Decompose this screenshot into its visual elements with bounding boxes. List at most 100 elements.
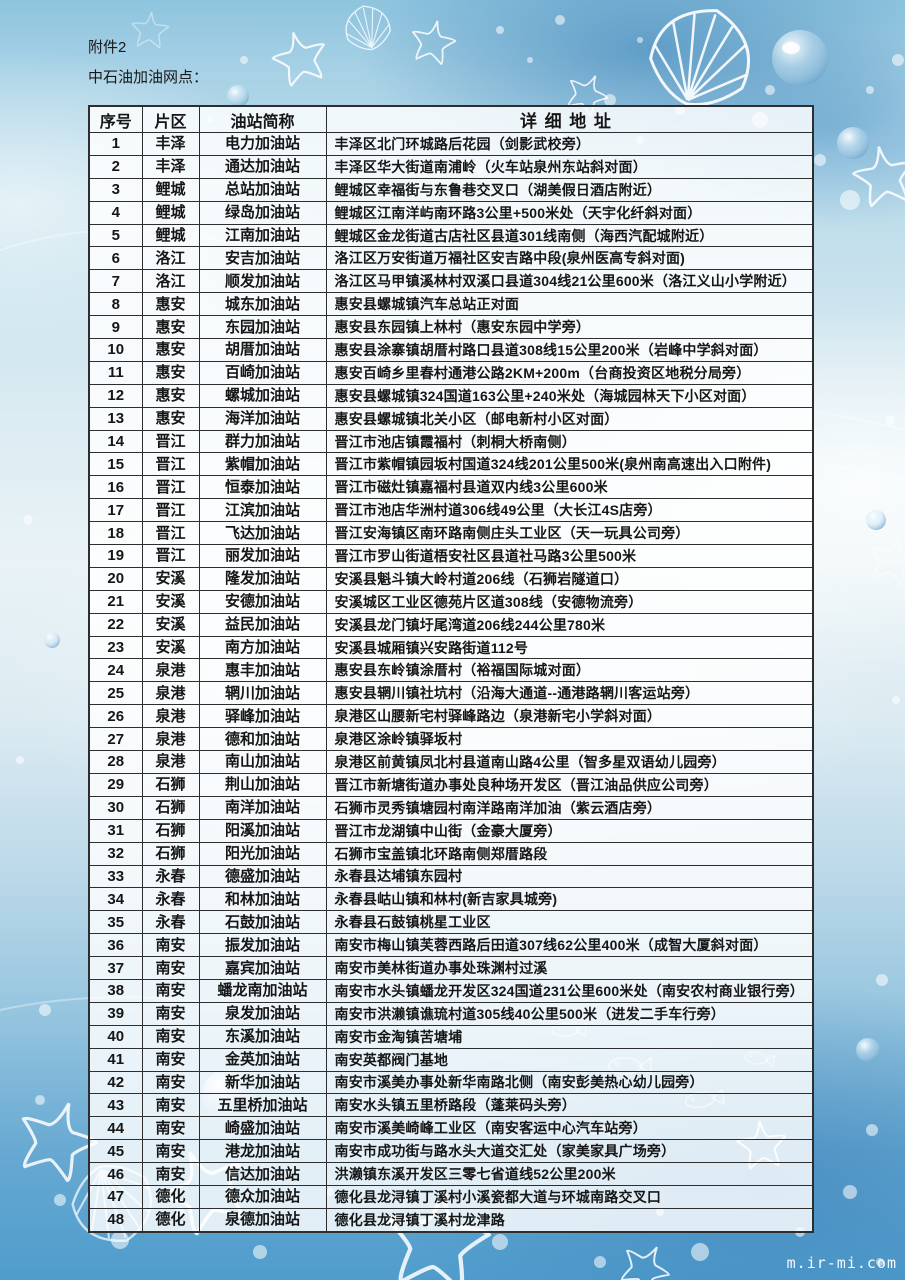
cell-address: 晋江市罗山街道梧安社区县道社马路3公里500米 — [325, 544, 814, 568]
cell-address: 晋江市池店镇霞福村（刺桐大桥南侧） — [325, 429, 814, 454]
cell-station-name: 南方加油站 — [198, 635, 327, 660]
cell-station-name: 丽发加油站 — [198, 544, 327, 568]
cell-station-name: 紫帽加油站 — [198, 452, 327, 477]
table-row: 28 泉港 南山加油站 泉港区前黄镇凤北村县道南山路4公里（智多星双语幼儿园旁） — [88, 750, 814, 774]
cell-district: 晋江 — [141, 498, 200, 523]
cell-no: 40 — [88, 1024, 143, 1049]
cell-station-name: 石鼓加油站 — [198, 910, 327, 935]
cell-address: 惠安县东岭镇涂厝村（裕福国际城对面） — [325, 658, 814, 683]
cell-address: 鲤城区江南洋屿南环路3公里+500米处（天宇化纤斜对面） — [325, 200, 814, 225]
cell-address: 德化县龙浔镇丁溪村小溪瓷都大道与环城南路交叉口 — [325, 1184, 814, 1209]
cell-district: 南安 — [141, 1139, 200, 1164]
cell-no: 10 — [88, 338, 143, 362]
cell-address: 惠安县螺城镇324国道163公里+240米处（海城园林天下小区对面） — [325, 383, 814, 408]
cell-address: 南安市金淘镇苦塘埔 — [325, 1024, 814, 1049]
cell-district: 南安 — [141, 1001, 200, 1026]
cell-district: 南安 — [141, 1116, 200, 1141]
table-row: 16 晋江 恒泰加油站 晋江市磁灶镇嘉福村县道双内线3公里600米 — [88, 475, 814, 500]
cell-address: 惠安县螺城镇北关小区（邮电新村小区对面） — [325, 406, 814, 431]
table-row: 21 安溪 安德加油站 安溪城区工业区德苑片区道308线（安德物流旁） — [88, 589, 814, 614]
cell-address: 惠安县辋川镇社坑村（沿海大通道--通港路辋川客运站旁） — [325, 681, 814, 706]
cell-district: 安溪 — [141, 566, 200, 591]
cell-no: 31 — [88, 818, 143, 843]
cell-no: 39 — [88, 1001, 143, 1026]
cell-station-name: 金英加油站 — [198, 1047, 327, 1072]
cell-no: 47 — [88, 1184, 143, 1209]
column-header-address: 详细地址 — [325, 105, 814, 133]
cell-station-name: 振发加油站 — [198, 933, 327, 958]
cell-district: 永春 — [141, 864, 200, 889]
cell-station-name: 东溪加油站 — [198, 1024, 327, 1049]
cell-address: 南安市梅山镇芙蓉西路后田道307线62公里400米（成智大厦斜对面） — [325, 933, 814, 958]
cell-district: 安溪 — [141, 612, 200, 637]
attachment-label: 附件2 — [88, 39, 127, 56]
cell-district: 南安 — [141, 1093, 200, 1118]
station-table: 序号 片区 油站简称 详细地址 1 丰泽 电力加油站 丰泽区北门环城路后花园（剑影武校… — [88, 105, 814, 1233]
cell-address: 永春县岵山镇和林村(新吉家具城旁) — [325, 887, 814, 912]
cell-no: 26 — [88, 704, 143, 729]
cell-station-name: 飞达加油站 — [198, 521, 327, 546]
table-row: 12 惠安 螺城加油站 惠安县螺城镇324国道163公里+240米处（海城园林天下小区… — [88, 383, 814, 408]
cell-no: 30 — [88, 795, 143, 820]
table-header-row: 序号 片区 油站简称 详细地址 — [88, 105, 814, 133]
watermark: m.ir-mi.com — [786, 1254, 897, 1272]
table-row: 1 丰泽 电力加油站 丰泽区北门环城路后花园（剑影武校旁） — [88, 132, 814, 156]
cell-address: 丰泽区华大街道南浦岭（火车站泉州东站斜对面） — [325, 154, 814, 179]
cell-district: 晋江 — [141, 521, 200, 546]
cell-station-name: 顺发加油站 — [198, 269, 327, 294]
cell-district: 泉港 — [141, 658, 200, 683]
cell-no: 44 — [88, 1116, 143, 1141]
cell-station-name: 总站加油站 — [198, 177, 327, 202]
table-row: 3 鲤城 总站加油站 鲤城区幸福街与东鲁巷交叉口（湖美假日酒店附近） — [88, 177, 814, 202]
cell-station-name: 绿岛加油站 — [198, 200, 327, 225]
cell-district: 永春 — [141, 910, 200, 935]
cell-address: 永春县达埔镇东园村 — [325, 864, 814, 889]
cell-address: 南安市溪美崎峰工业区（南安客运中心汽车站旁） — [325, 1116, 814, 1141]
cell-station-name: 螺城加油站 — [198, 383, 327, 408]
cell-district: 惠安 — [141, 338, 200, 362]
cell-address: 安溪县城厢镇兴安路街道112号 — [325, 635, 814, 660]
cell-address: 惠安百崎乡里春村通港公路2KM+200m（台商投资区地税分局旁） — [325, 360, 814, 385]
cell-no: 11 — [88, 360, 143, 385]
table-row: 8 惠安 城东加油站 惠安县螺城镇汽车总站正对面 — [88, 292, 814, 317]
cell-station-name: 辋川加油站 — [198, 681, 327, 706]
cell-no: 41 — [88, 1047, 143, 1072]
cell-address: 德化县龙浔镇丁溪村龙津路 — [325, 1207, 814, 1233]
cell-address: 安溪县魁斗镇大岭村道206线（石狮岩隧道口） — [325, 566, 814, 591]
cell-district: 洛江 — [141, 269, 200, 294]
cell-station-name: 百崎加油站 — [198, 360, 327, 385]
cell-station-name: 泉发加油站 — [198, 1001, 327, 1026]
table-row: 19 晋江 丽发加油站 晋江市罗山街道梧安社区县道社马路3公里500米 — [88, 544, 814, 568]
cell-address: 泉港区涂岭镇驿坂村 — [325, 727, 814, 752]
table-row: 10 惠安 胡厝加油站 惠安县涂寨镇胡厝村路口县道308线15公里200米（岩峰中学斜… — [88, 338, 814, 362]
cell-no: 16 — [88, 475, 143, 500]
cell-no: 7 — [88, 269, 143, 294]
cell-address: 丰泽区北门环城路后花园（剑影武校旁） — [325, 132, 814, 156]
cell-no: 45 — [88, 1139, 143, 1164]
cell-address: 南安市溪美办事处新华南路北侧（南安彭美热心幼儿园旁） — [325, 1070, 814, 1095]
cell-address: 洛江区马甲镇溪林村双溪口县道304线21公里600米（洛江义山小学附近） — [325, 269, 814, 294]
table-row: 38 南安 蟠龙南加油站 南安市水头镇蟠龙开发区324国道231公里600米处（南安农… — [88, 978, 814, 1003]
cell-no: 3 — [88, 177, 143, 202]
cell-no: 15 — [88, 452, 143, 477]
cell-address: 南安市美林街道办事处珠渊村过溪 — [325, 956, 814, 980]
table-row: 42 南安 新华加油站 南安市溪美办事处新华南路北侧（南安彭美热心幼儿园旁） — [88, 1070, 814, 1095]
cell-no: 9 — [88, 315, 143, 340]
cell-no: 32 — [88, 841, 143, 866]
cell-district: 德化 — [141, 1207, 200, 1233]
cell-no: 5 — [88, 223, 143, 248]
cell-address: 鲤城区幸福街与东鲁巷交叉口（湖美假日酒店附近） — [325, 177, 814, 202]
cell-address: 安溪县龙门镇圩尾湾道206线244公里780米 — [325, 612, 814, 637]
table-row: 43 南安 五里桥加油站 南安水头镇五里桥路段（蓬莱码头旁） — [88, 1093, 814, 1118]
cell-district: 永春 — [141, 887, 200, 912]
scallop-shell-icon — [340, 1, 395, 55]
cell-no: 28 — [88, 750, 143, 774]
cell-station-name: 海洋加油站 — [198, 406, 327, 431]
cell-station-name: 电力加油站 — [198, 132, 327, 156]
cell-address: 石狮市灵秀镇塘园村南洋路南洋加油（紫云酒店旁） — [325, 795, 814, 820]
cell-station-name: 荆山加油站 — [198, 772, 327, 797]
cell-station-name: 安吉加油站 — [198, 246, 327, 271]
table-row: 30 石狮 南洋加油站 石狮市灵秀镇塘园村南洋路南洋加油（紫云酒店旁） — [88, 795, 814, 820]
table-row: 17 晋江 江滨加油站 晋江市池店华洲村道306线49公里（大长江4S店旁） — [88, 498, 814, 523]
cell-address: 晋江市磁灶镇嘉福村县道双内线3公里600米 — [325, 475, 814, 500]
